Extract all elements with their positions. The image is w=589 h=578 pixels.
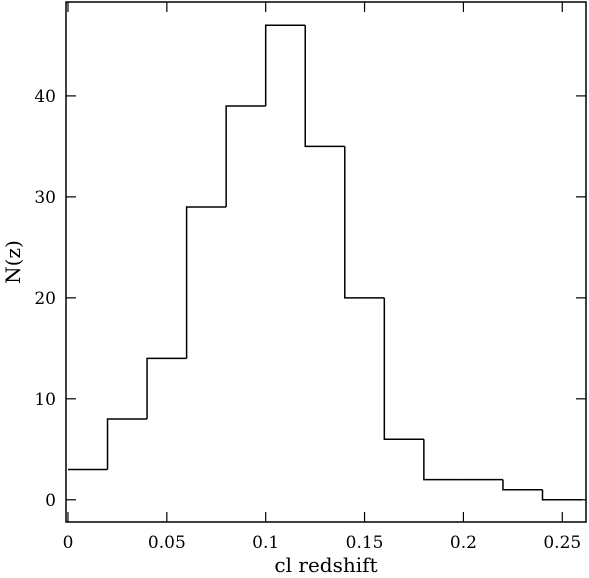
histogram-bin: [146, 357, 187, 420]
histogram-bin: [541, 489, 583, 501]
histogram-bin: [304, 25, 345, 148]
histogram-bin: [423, 439, 464, 481]
y-axis-label: N(z): [1, 240, 25, 284]
histogram-bin: [264, 24, 306, 106]
histogram-bin: [502, 479, 543, 491]
y-tick-label: 10: [34, 390, 56, 410]
histogram-bin: [383, 297, 424, 440]
y-tick-label: 20: [34, 289, 56, 309]
histogram-bin: [225, 105, 266, 207]
x-tick-label: 0.05: [148, 533, 186, 553]
histogram-bin: [106, 418, 148, 470]
x-tick-label: 0.2: [450, 533, 477, 553]
y-tick-label: 30: [34, 188, 56, 208]
x-tick-label: 0.1: [252, 533, 279, 553]
x-tick-label: 0.15: [346, 533, 384, 553]
histogram-bin: [344, 146, 385, 299]
x-tick-label: 0.25: [543, 533, 581, 553]
y-tick-label: 0: [45, 491, 56, 511]
x-tick-label: 0: [63, 533, 74, 553]
histogram-bin: [185, 206, 227, 359]
plot-frame: [65, 1, 587, 523]
y-tick-label: 40: [34, 87, 56, 107]
x-axis-label: cl redshift: [274, 553, 377, 577]
